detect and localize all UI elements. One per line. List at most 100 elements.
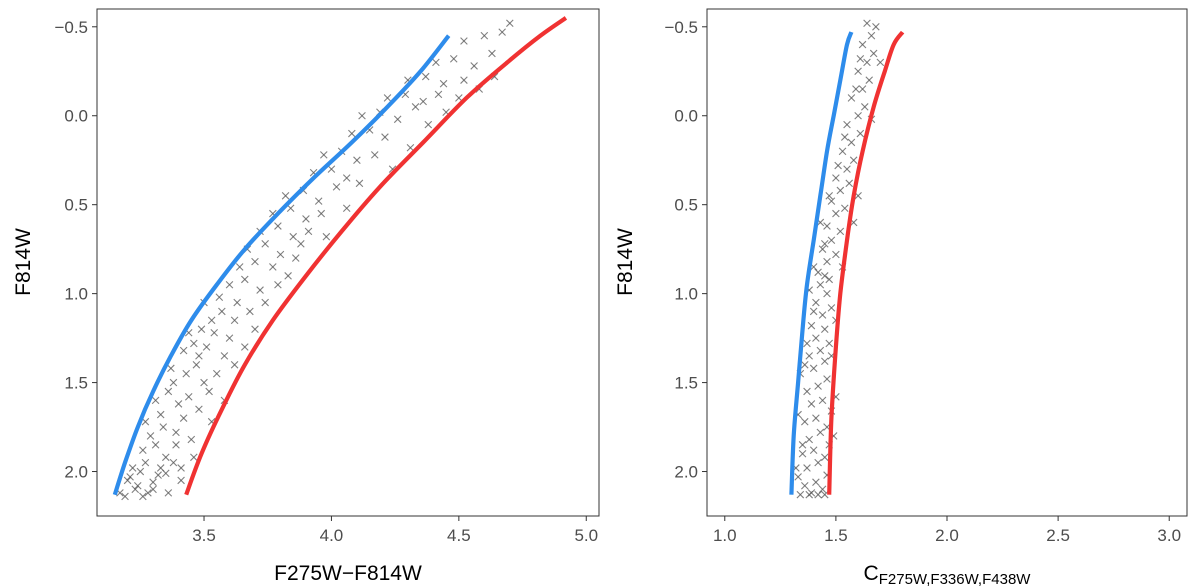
right-star-point bbox=[852, 85, 860, 93]
right-plot-area bbox=[789, 19, 905, 499]
left-star-point bbox=[179, 346, 188, 355]
left-star-point bbox=[210, 328, 219, 337]
left-star-point bbox=[286, 204, 295, 213]
right-star-point bbox=[807, 321, 816, 330]
left-star-point bbox=[342, 204, 351, 213]
right-star-point bbox=[798, 449, 807, 458]
right-star-point bbox=[820, 453, 829, 462]
left-star-point bbox=[144, 489, 152, 497]
left-star-point bbox=[302, 215, 310, 223]
right-star-point bbox=[814, 382, 822, 390]
left-star-point bbox=[121, 492, 129, 501]
right-star-point bbox=[820, 325, 829, 333]
left-star-point bbox=[139, 446, 147, 454]
right-x-axis-title-main: C bbox=[864, 562, 879, 585]
left-star-point bbox=[136, 467, 145, 476]
left-star-point bbox=[131, 485, 140, 494]
left-star-point bbox=[358, 111, 366, 120]
right-star-point bbox=[856, 129, 865, 138]
left-star-point bbox=[190, 453, 198, 462]
left-star-point bbox=[205, 387, 213, 396]
right-x-axis-title: CF275W,F336W,F438W bbox=[864, 562, 1032, 587]
left-star-point bbox=[149, 485, 157, 494]
left-star-point bbox=[251, 325, 259, 333]
right-x-tick-label: 1.0 bbox=[713, 526, 737, 545]
left-star-point bbox=[304, 227, 313, 236]
right-star-point bbox=[836, 227, 845, 236]
right-star-point bbox=[869, 49, 878, 58]
left-star-point bbox=[202, 343, 211, 351]
right-star-point bbox=[794, 473, 802, 481]
left-star-point bbox=[141, 458, 150, 467]
left-star-point bbox=[169, 458, 178, 467]
right-star-point bbox=[816, 428, 825, 437]
left-star-point bbox=[230, 361, 239, 369]
left-star-point bbox=[289, 232, 298, 241]
right-x-tick-label: 3.0 bbox=[1157, 526, 1181, 545]
left-star-point bbox=[141, 417, 150, 426]
left-star-point bbox=[332, 183, 341, 191]
right-star-point bbox=[823, 289, 831, 298]
right-star-point bbox=[849, 156, 858, 164]
right-axes: 1.0 1.5 2.0 2.5 3.0 −0.5 0.0 0.5 1.0 1.5 2.0 bbox=[664, 18, 1181, 545]
left-y-tick-label: 1.5 bbox=[64, 374, 88, 393]
left-star-point bbox=[177, 464, 185, 472]
left-blue-fiducial-line bbox=[112, 34, 451, 496]
right-star-point bbox=[805, 435, 814, 444]
right-star-point bbox=[807, 400, 816, 408]
right-star-point bbox=[823, 222, 831, 230]
left-star-point bbox=[174, 400, 183, 408]
left-star-point bbox=[291, 254, 300, 262]
left-star-point bbox=[167, 364, 175, 373]
left-star-point bbox=[498, 28, 506, 36]
left-star-point bbox=[197, 325, 206, 333]
right-y-tick-label: 1.5 bbox=[674, 374, 698, 393]
left-star-point bbox=[281, 192, 290, 200]
left-star-point bbox=[320, 151, 328, 159]
left-star-point bbox=[200, 378, 208, 387]
left-star-point bbox=[149, 478, 157, 486]
left-star-point bbox=[146, 432, 155, 440]
right-red-fiducial-line bbox=[827, 30, 905, 495]
left-y-tick-label: −0.5 bbox=[54, 18, 88, 37]
left-star-point bbox=[190, 339, 198, 348]
right-star-point bbox=[865, 76, 874, 84]
left-star-point bbox=[276, 250, 285, 259]
left-star-point bbox=[230, 316, 239, 325]
right-star-point bbox=[800, 417, 809, 426]
left-red-fiducial-line bbox=[184, 16, 568, 496]
right-star-point bbox=[809, 446, 818, 454]
right-star-point bbox=[818, 311, 827, 319]
right-star-point bbox=[809, 364, 818, 373]
right-star-point bbox=[836, 186, 845, 195]
left-star-point bbox=[179, 414, 188, 422]
right-blue-fiducial-line bbox=[789, 31, 854, 495]
left-star-point bbox=[184, 393, 193, 401]
right-star-point bbox=[847, 138, 856, 147]
left-star-point bbox=[164, 387, 173, 396]
right-star-point bbox=[814, 268, 822, 277]
left-star-point bbox=[164, 489, 173, 497]
left-star-point bbox=[353, 156, 361, 164]
left-star-point bbox=[218, 307, 226, 316]
left-star-point bbox=[480, 31, 489, 40]
left-star-point bbox=[460, 37, 468, 45]
left-star-point bbox=[421, 72, 430, 81]
left-star-point bbox=[470, 62, 478, 70]
right-star-point bbox=[820, 272, 829, 280]
left-star-point bbox=[182, 369, 190, 378]
left-x-tick-label: 3.5 bbox=[192, 526, 216, 545]
left-star-point bbox=[235, 263, 244, 271]
right-star-point bbox=[825, 339, 834, 348]
right-star-point bbox=[832, 209, 840, 218]
right-y-tick-label: 0.5 bbox=[674, 196, 698, 215]
left-star-point bbox=[195, 405, 203, 414]
right-star-point bbox=[858, 85, 867, 93]
right-star-point bbox=[847, 94, 856, 102]
right-star-point bbox=[805, 490, 814, 499]
left-star-point bbox=[162, 469, 170, 478]
left-star-point bbox=[159, 423, 168, 431]
right-y-tick-label: 2.0 bbox=[674, 463, 698, 482]
right-panel: 1.0 1.5 2.0 2.5 3.0 −0.5 0.0 0.5 1.0 1.5 2.0 CF275… bbox=[614, 8, 1188, 587]
left-star-point bbox=[126, 473, 134, 481]
